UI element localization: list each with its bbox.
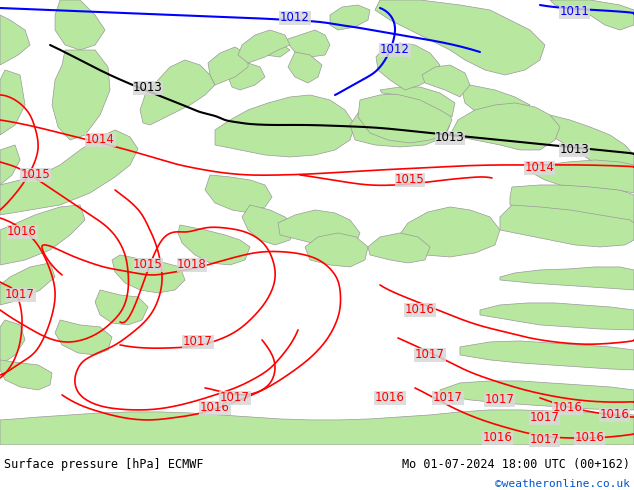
Text: 1017: 1017 <box>530 434 560 446</box>
Text: 1016: 1016 <box>600 409 630 421</box>
Text: 1015: 1015 <box>395 173 425 187</box>
Polygon shape <box>358 93 452 143</box>
Text: 1014: 1014 <box>525 162 555 174</box>
Polygon shape <box>140 60 215 125</box>
Polygon shape <box>375 0 545 75</box>
Text: 1016: 1016 <box>200 401 230 415</box>
Polygon shape <box>238 30 290 63</box>
Polygon shape <box>288 52 322 83</box>
Polygon shape <box>376 43 440 90</box>
Polygon shape <box>55 320 112 355</box>
Text: 1015: 1015 <box>133 258 163 271</box>
Text: 1013: 1013 <box>435 131 465 145</box>
Polygon shape <box>208 47 248 85</box>
Polygon shape <box>500 197 634 247</box>
Polygon shape <box>540 115 634 177</box>
Polygon shape <box>510 185 634 223</box>
Polygon shape <box>0 360 52 390</box>
Text: ©weatheronline.co.uk: ©weatheronline.co.uk <box>495 479 630 489</box>
Text: 1018: 1018 <box>177 258 207 271</box>
Text: 1015: 1015 <box>20 169 50 181</box>
Polygon shape <box>550 0 634 30</box>
Text: 1016: 1016 <box>553 401 583 415</box>
Text: 1016: 1016 <box>375 392 405 404</box>
Polygon shape <box>532 160 634 193</box>
Polygon shape <box>285 30 330 57</box>
Polygon shape <box>420 420 634 440</box>
Text: 1017: 1017 <box>415 348 445 362</box>
Polygon shape <box>330 5 370 30</box>
Text: 1013: 1013 <box>133 81 163 95</box>
Polygon shape <box>0 15 30 65</box>
Polygon shape <box>350 100 450 147</box>
Polygon shape <box>278 210 360 250</box>
Polygon shape <box>52 50 110 140</box>
Polygon shape <box>0 320 25 365</box>
Polygon shape <box>0 263 55 305</box>
Polygon shape <box>368 233 430 263</box>
Text: 1016: 1016 <box>405 303 435 317</box>
Text: 1016: 1016 <box>7 225 37 239</box>
Text: 1013: 1013 <box>560 144 590 156</box>
Polygon shape <box>0 205 85 265</box>
Polygon shape <box>228 63 265 90</box>
Polygon shape <box>55 0 105 50</box>
Polygon shape <box>500 267 634 290</box>
Polygon shape <box>0 145 20 185</box>
Text: Mo 01-07-2024 18:00 UTC (00+162): Mo 01-07-2024 18:00 UTC (00+162) <box>402 459 630 471</box>
Text: 1017: 1017 <box>485 393 515 406</box>
Polygon shape <box>422 65 470 97</box>
Polygon shape <box>205 175 272 213</box>
Polygon shape <box>440 381 634 410</box>
Polygon shape <box>95 290 148 325</box>
Polygon shape <box>242 205 295 245</box>
Polygon shape <box>450 103 560 150</box>
Text: 1017: 1017 <box>433 392 463 404</box>
Text: 1017: 1017 <box>530 412 560 424</box>
Polygon shape <box>380 87 455 117</box>
Polygon shape <box>0 130 138 215</box>
Text: Surface pressure [hPa] ECMWF: Surface pressure [hPa] ECMWF <box>4 459 204 471</box>
Polygon shape <box>305 233 368 267</box>
Polygon shape <box>462 85 530 120</box>
Text: 1014: 1014 <box>85 133 115 147</box>
Text: 1017: 1017 <box>5 289 35 301</box>
Polygon shape <box>398 207 500 257</box>
Polygon shape <box>460 341 634 370</box>
Text: 1017: 1017 <box>183 336 213 348</box>
Polygon shape <box>215 95 355 157</box>
Text: 1011: 1011 <box>560 5 590 19</box>
Polygon shape <box>112 255 185 293</box>
Polygon shape <box>0 70 25 135</box>
Polygon shape <box>260 43 290 57</box>
Text: 1016: 1016 <box>483 431 513 444</box>
Text: 1012: 1012 <box>280 11 310 24</box>
Polygon shape <box>480 303 634 330</box>
Polygon shape <box>178 225 250 265</box>
Text: 1016: 1016 <box>575 431 605 444</box>
Text: 1012: 1012 <box>380 44 410 56</box>
Text: 1017: 1017 <box>220 392 250 404</box>
Polygon shape <box>0 410 634 445</box>
